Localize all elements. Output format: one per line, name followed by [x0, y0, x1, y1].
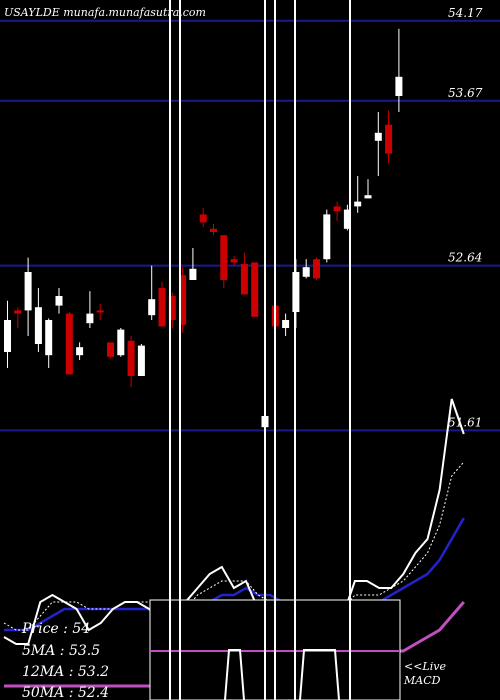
- candle-body: [220, 235, 228, 280]
- candle-body: [24, 272, 32, 311]
- candle-body: [107, 342, 114, 357]
- candle-body: [313, 259, 320, 279]
- candle-body: [148, 299, 156, 316]
- candle-body: [4, 320, 11, 352]
- candles: [4, 28, 403, 432]
- level-label: 53.67: [448, 86, 483, 100]
- stat-ma12: 12MA : 53.2: [22, 664, 109, 680]
- candle-body: [240, 264, 248, 295]
- candle-body: [323, 214, 331, 260]
- candle-body: [302, 267, 310, 277]
- candle-body: [354, 201, 362, 207]
- candle-body: [158, 288, 166, 327]
- candle-body: [137, 345, 145, 376]
- candle-body: [127, 340, 135, 376]
- candle-body: [374, 132, 382, 141]
- vertical-lines: [169, 0, 351, 700]
- candle-body: [251, 262, 259, 317]
- stat-ma5: 5MA : 53.5: [22, 643, 100, 659]
- candle-body: [86, 313, 94, 324]
- candle-body: [76, 347, 84, 356]
- live-label: <<Live: [404, 660, 446, 673]
- candle-body: [282, 320, 290, 328]
- candle-body: [199, 214, 207, 223]
- candle-body: [65, 313, 73, 375]
- macd-pulse: [299, 649, 340, 700]
- ma5-line: [3, 461, 465, 631]
- candle-body: [230, 259, 238, 263]
- candle-body: [385, 124, 393, 154]
- candle-body: [168, 296, 176, 320]
- candle-body: [14, 310, 22, 314]
- price-line: [3, 398, 465, 645]
- candle-body: [333, 206, 341, 212]
- candle-body: [34, 307, 42, 344]
- candle-body: [210, 228, 217, 232]
- candle-body: [189, 268, 197, 280]
- level-label: 54.17: [448, 6, 483, 20]
- labels: USAYLDE munafa.munafasutra.com Price : 5…: [4, 6, 446, 700]
- level-label: 51.61: [448, 415, 482, 429]
- ma12-line: [4, 517, 465, 632]
- level-label: 52.64: [448, 251, 482, 265]
- stat-ma50: 50MA : 52.4: [22, 685, 109, 700]
- candle-body: [179, 275, 187, 325]
- macd-label: MACD: [403, 674, 441, 687]
- chart-title: USAYLDE munafa.munafasutra.com: [4, 6, 206, 19]
- candle-body: [364, 195, 372, 199]
- candle-body: [45, 320, 53, 356]
- level-lines: 54.17 53.67 52.64 51.61: [0, 6, 500, 432]
- macd-pulse: [224, 649, 245, 700]
- candle-body: [117, 329, 125, 356]
- candle-body: [96, 310, 104, 313]
- candle-body: [395, 76, 403, 96]
- candle-body: [343, 209, 351, 229]
- stat-price: Price : 54: [21, 621, 90, 637]
- candle-body: [55, 296, 63, 306]
